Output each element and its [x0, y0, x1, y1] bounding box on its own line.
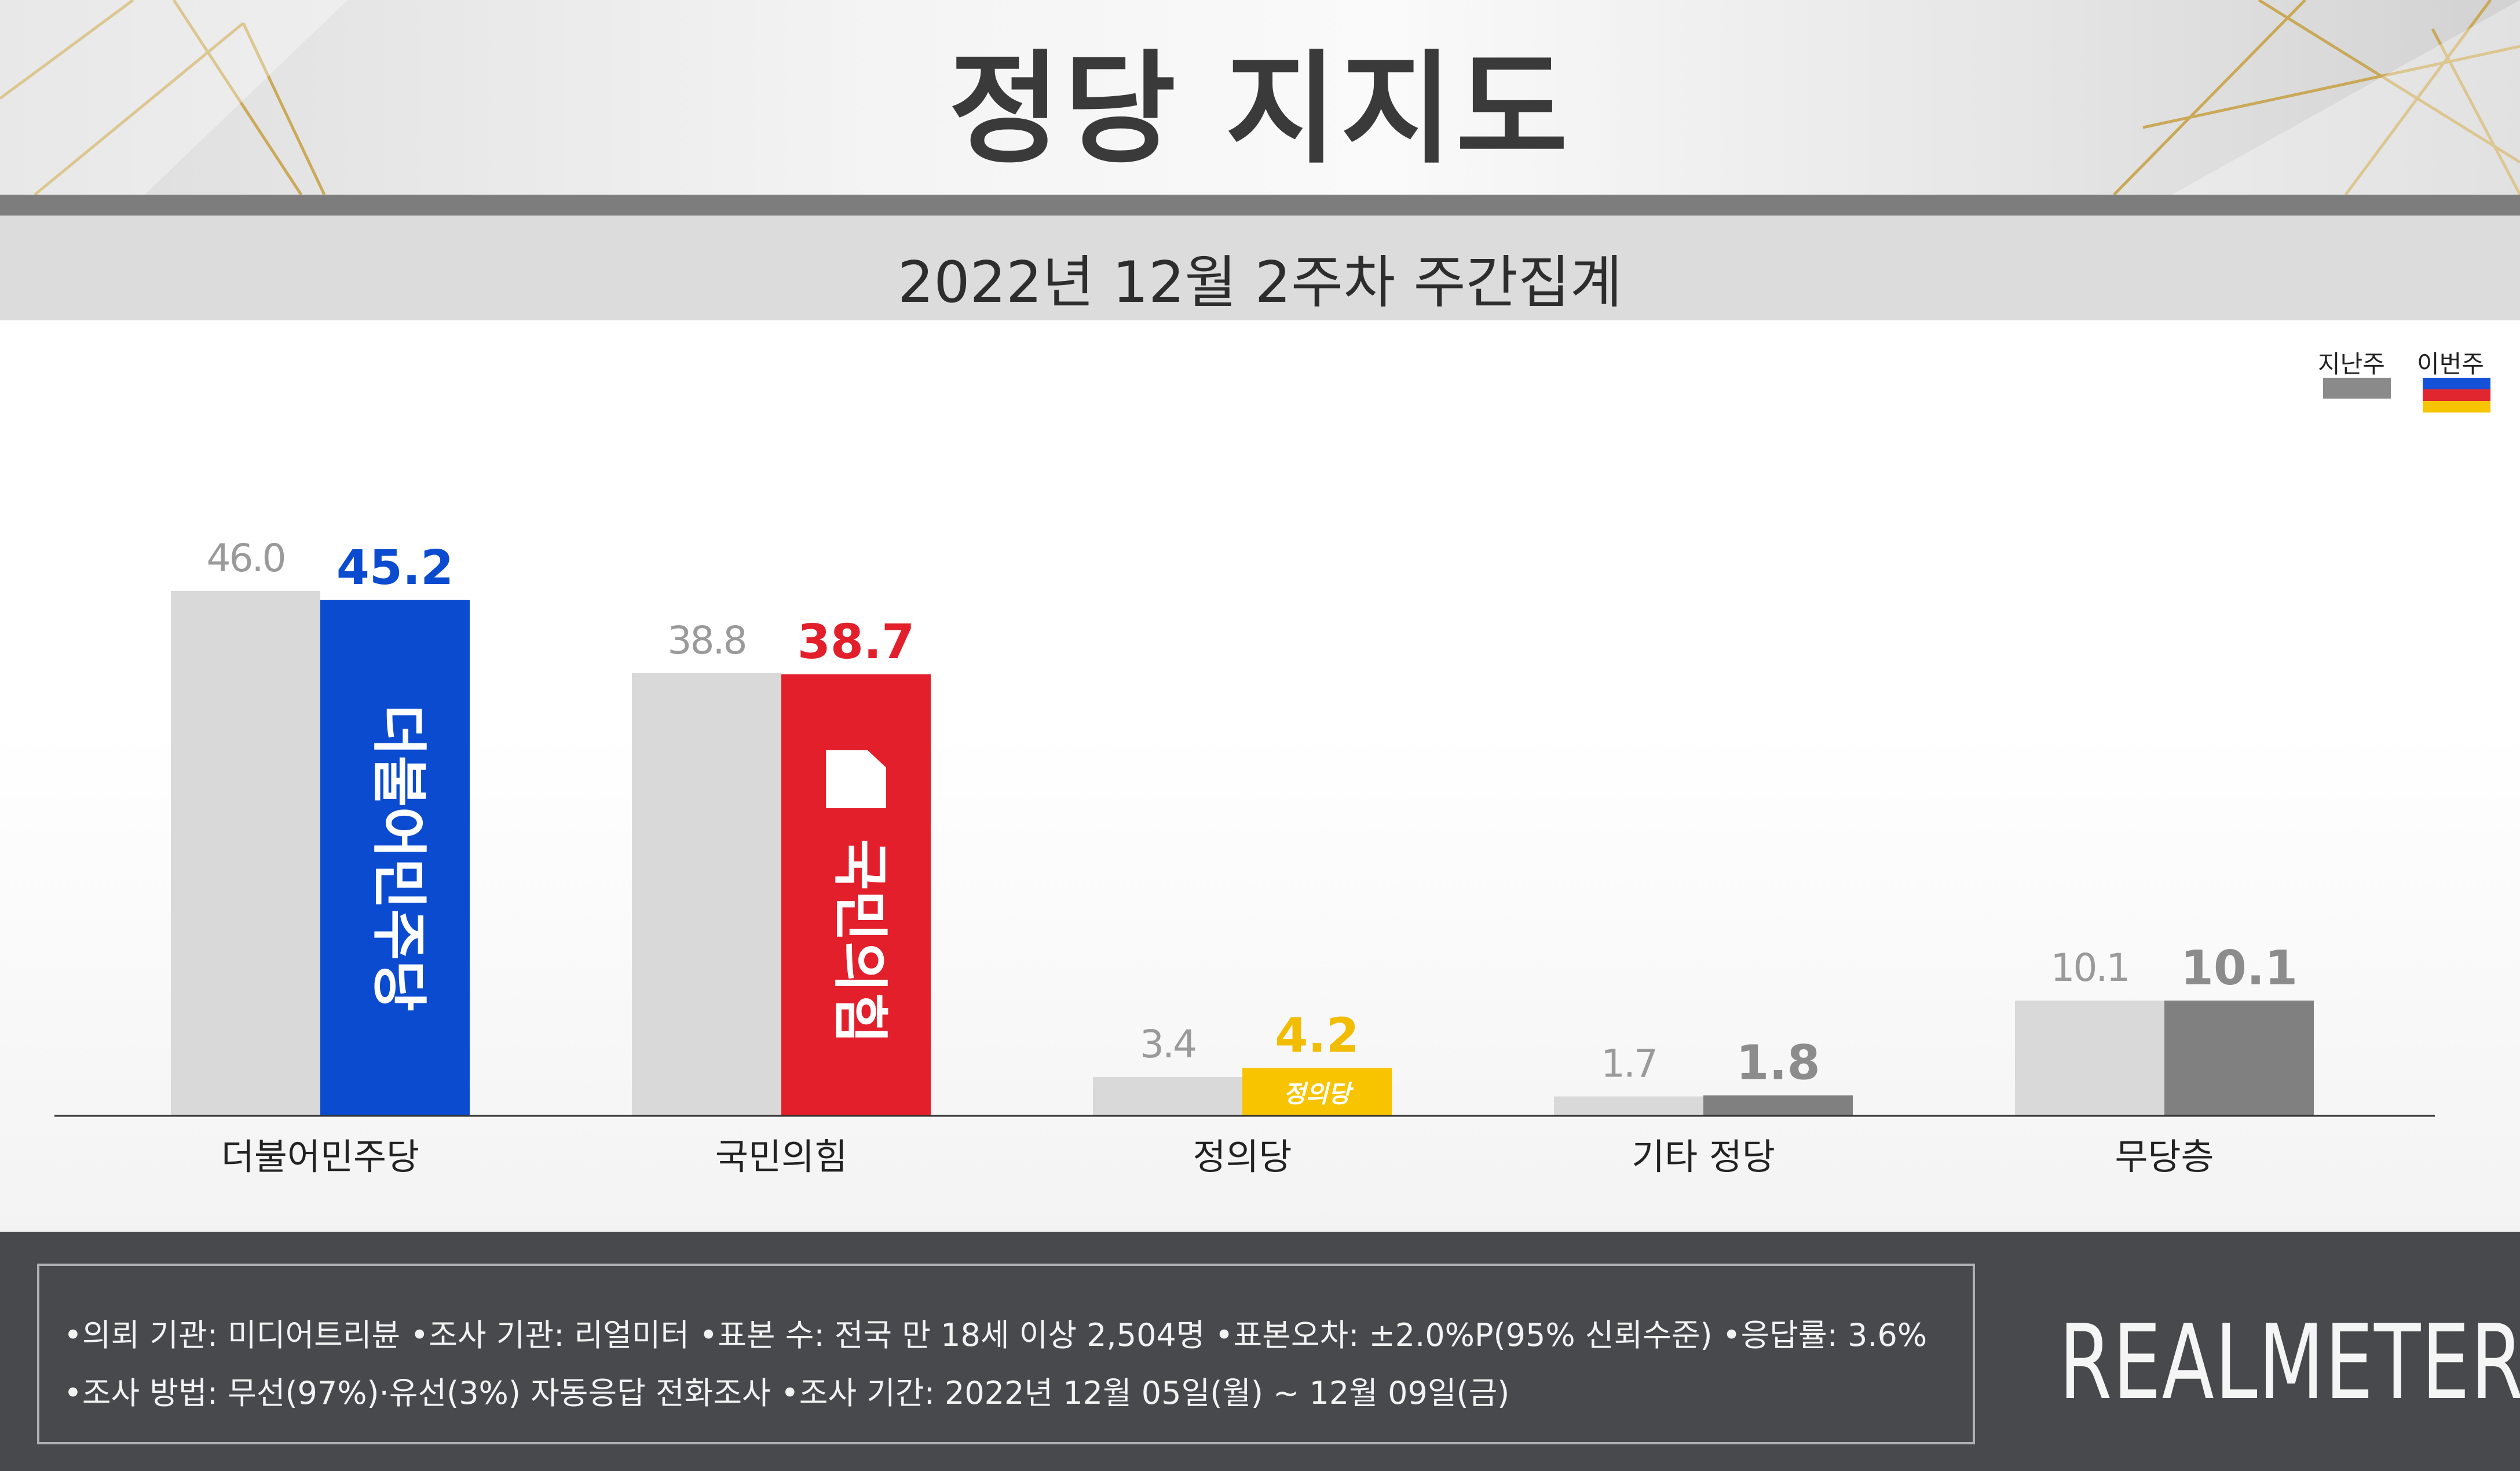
- brand-logo: REALMETER: [2059, 1302, 2520, 1422]
- category-label: 기타 정당: [1632, 1136, 1775, 1178]
- bar-last-week: [2015, 1001, 2164, 1116]
- bar-last-week: [1554, 1096, 1703, 1116]
- value-label-last-week: 3.4: [1140, 1022, 1195, 1067]
- bar-last-week: [171, 591, 320, 1116]
- header-banner: 정당 지지도: [0, 0, 2520, 195]
- footer: [0, 1232, 2520, 1471]
- title-divider: [0, 195, 2520, 216]
- value-label-last-week: 10.1: [2051, 946, 2129, 990]
- chart-subtitle: 2022년 12월 2주차 주간집계: [897, 250, 1623, 316]
- survey-info-line-2: •조사 방법: 무선(97%)·유선(3%) 자동응답 전화조사 •조사 기간:…: [64, 1375, 1510, 1411]
- party-logo-text: 더불어민주당: [367, 705, 431, 1012]
- bar-this-week: [1703, 1095, 1853, 1116]
- value-label-this-week: 45.2: [337, 541, 453, 596]
- legend-this-week-swatch-red: [2423, 389, 2490, 401]
- bar-this-week: [320, 600, 470, 1116]
- page-title: 정당 지지도: [948, 38, 1572, 180]
- bar-this-week: [781, 674, 931, 1116]
- bar-this-week: [2164, 1001, 2314, 1116]
- bar-last-week: [1093, 1077, 1242, 1116]
- category-label: 국민의힘: [715, 1136, 847, 1178]
- value-label-this-week: 10.1: [2181, 941, 2298, 996]
- value-label-this-week: 1.8: [1736, 1036, 1820, 1091]
- legend-last-week-swatch: [2323, 378, 2391, 399]
- survey-info-box: [37, 1264, 1975, 1444]
- legend-this-week-swatch-yellow: [2423, 401, 2490, 413]
- value-label-last-week: 38.8: [668, 618, 746, 663]
- legend-this-week-label: 이번주: [2417, 350, 2484, 378]
- party-logo-text: 국민의힘: [828, 839, 893, 1043]
- value-label-this-week: 38.7: [798, 615, 915, 670]
- category-label: 무당층: [2115, 1136, 2214, 1178]
- value-label-last-week: 46.0: [207, 536, 285, 581]
- legend-this-week-swatch-blue: [2423, 378, 2490, 389]
- value-label-this-week: 4.2: [1275, 1008, 1359, 1063]
- legend-last-week-label: 지난주: [2318, 350, 2385, 378]
- value-label-last-week: 1.7: [1601, 1042, 1656, 1086]
- party-logo-text: 정의당: [1283, 1080, 1354, 1108]
- decorative-gold-lines: [0, 0, 2520, 195]
- category-label: 정의당: [1193, 1136, 1292, 1178]
- bar-this-week: [1242, 1068, 1392, 1116]
- bar-last-week: [632, 673, 781, 1116]
- category-label: 더불어민주당: [221, 1136, 419, 1178]
- subtitle-band: 2022년 12월 2주차 주간집계: [0, 216, 2520, 320]
- survey-info-line-1: •의뢰 기관: 미디어트리뷴 •조사 기관: 리얼미터 •표본 수: 전국 만 …: [64, 1317, 1928, 1353]
- party-logo-shape: [826, 750, 886, 808]
